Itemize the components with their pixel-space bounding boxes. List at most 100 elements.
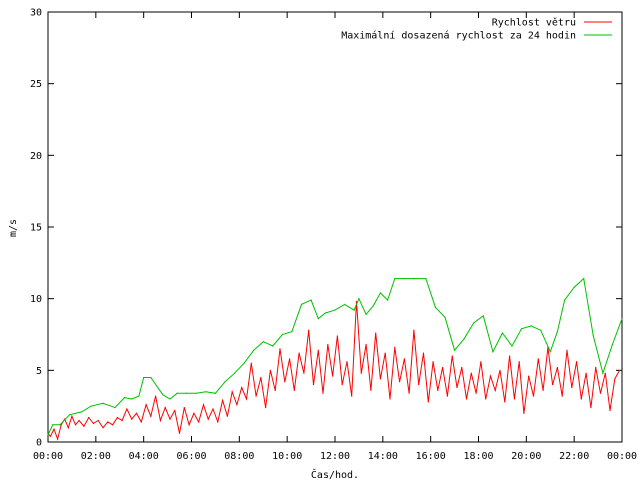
data-point bbox=[387, 299, 389, 301]
data-point bbox=[561, 395, 563, 397]
data-point bbox=[221, 399, 224, 402]
data-point bbox=[461, 366, 463, 369]
data-point bbox=[135, 412, 138, 414]
data-point bbox=[272, 345, 274, 347]
data-point bbox=[585, 372, 587, 374]
data-point bbox=[71, 415, 73, 417]
data-point bbox=[566, 349, 568, 351]
data-point bbox=[202, 404, 205, 406]
data-point bbox=[360, 372, 362, 374]
data-point bbox=[389, 398, 391, 400]
y-tick-label: 5 bbox=[36, 366, 42, 377]
data-point bbox=[379, 378, 382, 380]
data-point bbox=[453, 349, 456, 351]
data-point bbox=[327, 343, 329, 346]
data-point bbox=[92, 422, 95, 424]
data-point bbox=[207, 418, 209, 420]
data-point bbox=[384, 352, 386, 354]
data-point bbox=[233, 372, 236, 374]
data-point bbox=[446, 395, 449, 397]
data-point bbox=[403, 278, 405, 280]
data-point bbox=[293, 389, 295, 391]
data-point bbox=[164, 407, 166, 409]
data-point bbox=[281, 333, 283, 336]
data-point bbox=[372, 305, 374, 307]
data-point bbox=[418, 384, 420, 386]
data-point bbox=[375, 332, 377, 334]
data-point bbox=[523, 412, 525, 414]
y-tick-label: 15 bbox=[30, 223, 42, 234]
data-point bbox=[394, 346, 396, 348]
x-tick-label: 04:00 bbox=[129, 451, 159, 462]
data-point bbox=[489, 375, 492, 377]
data-point bbox=[111, 424, 114, 426]
y-axis-ticks: 0 5 10 15 20 25 30 bbox=[30, 8, 622, 449]
x-tick-label: 22:00 bbox=[559, 451, 589, 462]
data-point bbox=[212, 408, 214, 410]
x-tick-label: 08:00 bbox=[224, 451, 254, 462]
data-point bbox=[456, 386, 458, 389]
x-tick-label: 10:00 bbox=[272, 451, 302, 462]
data-point bbox=[501, 332, 504, 334]
data-point bbox=[123, 396, 126, 399]
x-tick-label: 00:00 bbox=[33, 451, 63, 462]
data-point bbox=[379, 292, 382, 294]
data-point bbox=[102, 402, 104, 404]
data-point bbox=[269, 369, 272, 371]
data-point bbox=[413, 278, 415, 280]
data-point bbox=[413, 329, 415, 331]
data-point bbox=[116, 417, 118, 419]
data-point bbox=[279, 348, 281, 350]
data-point bbox=[556, 331, 559, 333]
data-point bbox=[508, 355, 511, 357]
data-point bbox=[614, 378, 616, 380]
x-tick-label: 16:00 bbox=[416, 451, 446, 462]
data-point bbox=[131, 398, 133, 400]
data-point bbox=[59, 424, 61, 426]
data-point bbox=[609, 409, 611, 412]
data-point bbox=[394, 278, 396, 280]
data-point bbox=[602, 372, 604, 374]
x-axis-ticks: 00:00 02:00 04:00 06:00 08:00 10:00 12:00 14:00… bbox=[33, 12, 637, 462]
data-point bbox=[260, 376, 262, 379]
data-point bbox=[370, 389, 372, 391]
data-point bbox=[511, 345, 513, 347]
data-point bbox=[274, 389, 276, 391]
data-point bbox=[499, 369, 501, 371]
data-point bbox=[465, 398, 468, 400]
data-point bbox=[425, 278, 427, 280]
x-tick-label: 06:00 bbox=[176, 451, 206, 462]
data-point bbox=[355, 300, 358, 303]
data-point bbox=[358, 298, 360, 300]
data-point bbox=[341, 384, 343, 386]
data-point bbox=[214, 392, 217, 394]
data-point bbox=[590, 407, 592, 409]
data-point bbox=[284, 381, 286, 383]
data-point bbox=[317, 349, 319, 351]
y-tick-label: 25 bbox=[30, 79, 42, 90]
y-tick-label: 0 bbox=[36, 438, 42, 449]
data-point bbox=[556, 366, 559, 369]
data-point bbox=[245, 398, 248, 400]
data-point bbox=[145, 404, 147, 406]
data-point bbox=[422, 352, 425, 354]
data-point bbox=[308, 329, 310, 331]
data-point bbox=[583, 278, 585, 280]
data-point bbox=[155, 395, 157, 397]
data-point bbox=[236, 404, 238, 406]
data-point bbox=[482, 315, 484, 317]
data-point bbox=[575, 361, 578, 363]
data-point bbox=[298, 352, 300, 354]
data-point bbox=[540, 329, 542, 331]
data-point bbox=[121, 419, 123, 422]
data-point bbox=[102, 427, 104, 429]
y-tick-label: 20 bbox=[30, 151, 42, 162]
data-point bbox=[592, 335, 594, 337]
data-point bbox=[288, 358, 291, 360]
data-point bbox=[150, 415, 152, 417]
data-point bbox=[353, 309, 355, 311]
y-tick-label: 30 bbox=[30, 8, 42, 19]
data-point bbox=[138, 395, 140, 397]
legend-label-1: Maximální dosazená rychlost za 24 hodin bbox=[341, 30, 576, 42]
data-point bbox=[241, 386, 243, 389]
